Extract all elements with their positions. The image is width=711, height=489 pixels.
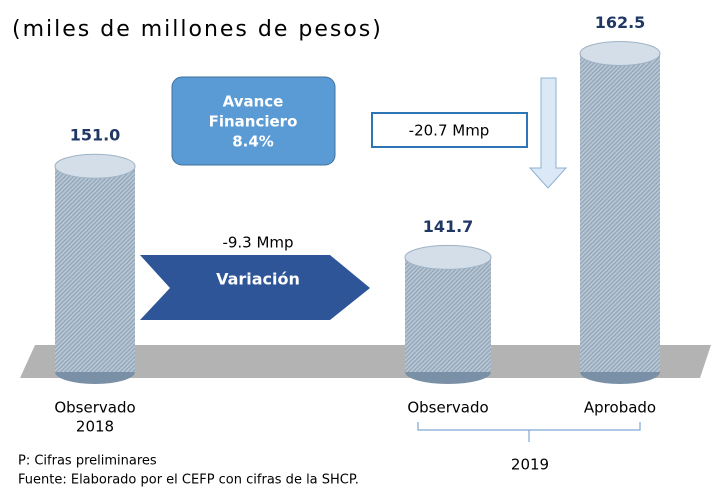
diff-text: -20.7 Mmp	[409, 122, 490, 140]
bar-top	[404, 244, 492, 270]
note: P: Cifras preliminares	[18, 454, 157, 469]
bar	[405, 257, 491, 372]
value-label: 141.7	[423, 217, 474, 236]
avance-text: Financiero	[209, 113, 298, 131]
value-label: 151.0	[70, 126, 121, 145]
group-label: 2019	[511, 456, 549, 474]
bar-top	[579, 41, 661, 66]
down-arrow	[528, 77, 568, 189]
group-bracket	[417, 422, 641, 442]
diff-box	[371, 112, 528, 148]
avance-box	[171, 76, 336, 166]
note: Fuente: Elaborado por el CEFP con cifras…	[18, 473, 359, 488]
x-tick-label: Observado	[54, 399, 135, 417]
variacion-arrow	[140, 255, 370, 320]
x-tick-label: 2018	[76, 418, 114, 436]
bar	[580, 53, 660, 372]
floor	[20, 345, 711, 378]
avance-text: 8.4%	[232, 133, 274, 151]
variacion-text: Variación	[216, 270, 300, 289]
x-tick-label: Observado	[407, 399, 488, 417]
avance-text: Avance	[223, 93, 284, 111]
x-tick-label: Aprobado	[584, 399, 656, 417]
value-label: 162.5	[595, 13, 646, 32]
bar-top	[54, 153, 136, 179]
diff-text: -9.3 Mmp	[222, 234, 293, 252]
bar	[55, 166, 135, 372]
subtitle: (miles de millones de pesos)	[12, 17, 383, 42]
